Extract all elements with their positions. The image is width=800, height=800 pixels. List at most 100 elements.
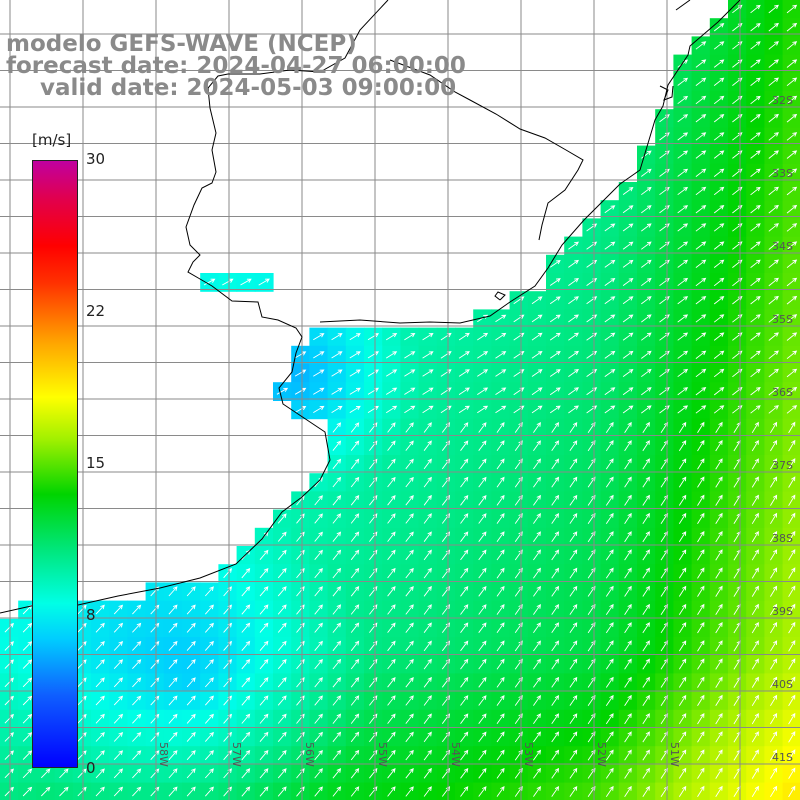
wind-arrow — [568, 350, 579, 359]
wind-arrow — [624, 658, 632, 670]
wind-arrow — [568, 278, 579, 286]
wind-arrow — [496, 476, 505, 488]
wind-arrow — [533, 658, 541, 670]
wind-arrow — [113, 659, 124, 670]
wind-arrow — [715, 567, 723, 579]
wind-arrow — [677, 132, 689, 141]
wind-arrow — [495, 387, 507, 395]
wind-arrow — [22, 768, 33, 779]
wind-arrow — [624, 549, 632, 561]
wind-arrow — [770, 531, 778, 543]
wind-arrow — [788, 421, 796, 434]
wind-arrow — [460, 622, 469, 633]
wind-arrow — [549, 259, 561, 268]
wind-arrow — [241, 768, 251, 779]
wind-arrow — [697, 567, 705, 579]
wind-arrow — [533, 786, 541, 797]
wind-arrow — [768, 295, 779, 305]
wind-arrow — [715, 549, 723, 561]
wind-arrow — [350, 586, 360, 597]
wind-arrow — [460, 695, 469, 706]
wind-arrow — [113, 695, 124, 706]
wind-arrow — [678, 549, 687, 561]
wind-arrow — [642, 785, 650, 797]
wind-arrow — [677, 241, 689, 250]
wind-arrow — [259, 731, 269, 742]
wind-arrow — [786, 59, 798, 68]
wind-arrow — [768, 77, 779, 87]
wind-arrow — [751, 549, 759, 561]
colorbar — [32, 160, 78, 768]
wind-arrow — [460, 440, 469, 451]
wind-arrow — [713, 241, 725, 250]
wind-arrow — [460, 513, 469, 524]
wind-arrow — [478, 567, 487, 579]
wind-arrow — [695, 114, 707, 123]
wind-arrow — [460, 422, 469, 433]
wind-arrow — [477, 369, 489, 377]
wind-arrow — [22, 713, 33, 724]
wind-arrow — [387, 677, 396, 688]
wind-arrow — [422, 387, 434, 395]
wind-arrow — [369, 586, 378, 597]
wind-arrow — [422, 405, 434, 414]
wind-arrow — [788, 530, 796, 543]
wind-arrow — [367, 369, 380, 377]
wind-arrow — [404, 351, 416, 359]
wind-arrow — [533, 622, 541, 634]
wind-arrow — [168, 622, 178, 633]
wind-arrow — [277, 713, 287, 724]
wind-arrow — [132, 695, 142, 706]
wind-arrow — [186, 677, 196, 688]
wind-arrow — [678, 440, 687, 452]
wind-arrow — [349, 333, 361, 341]
wind-arrow — [604, 223, 616, 232]
wind-arrow — [314, 567, 323, 579]
title-forecast-date: forecast date: 2024-04-27 06:00:00 — [6, 53, 466, 79]
wind-arrow — [695, 277, 707, 287]
wind-arrow — [551, 513, 560, 524]
wind-arrow — [294, 387, 307, 395]
wind-arrow — [770, 585, 778, 597]
wind-arrow — [750, 59, 761, 68]
latitude-label: 34S — [772, 240, 793, 253]
wind-arrow — [186, 586, 196, 597]
wind-arrow — [496, 658, 505, 670]
wind-arrow — [496, 640, 505, 652]
wind-arrow — [186, 750, 196, 761]
wind-arrow — [624, 585, 632, 597]
wind-arrow — [405, 495, 414, 506]
wind-arrow — [423, 531, 432, 542]
wind-arrow — [423, 786, 432, 797]
wind-arrow — [113, 713, 124, 724]
wind-arrow — [695, 59, 707, 68]
wind-arrow — [496, 531, 505, 543]
wind-arrow — [786, 204, 798, 214]
wind-arrow — [605, 622, 614, 634]
wind-arrow — [641, 205, 652, 214]
wind-arrow — [605, 640, 614, 652]
wind-arrow — [277, 768, 287, 779]
wind-arrow — [549, 296, 561, 305]
wind-arrow — [387, 713, 396, 724]
wind-arrow — [259, 768, 269, 779]
wind-arrow — [768, 4, 779, 14]
wind-arrow — [387, 586, 396, 597]
wind-arrow — [405, 695, 414, 706]
wind-arrow — [569, 604, 578, 615]
wind-arrow — [369, 531, 378, 542]
wind-arrow — [605, 512, 614, 524]
wind-arrow — [770, 440, 778, 452]
wind-arrow — [622, 241, 634, 250]
wind-arrow — [551, 767, 560, 779]
wind-arrow — [624, 512, 632, 524]
wind-arrow — [331, 369, 343, 377]
wind-arrow — [405, 567, 414, 579]
wind-arrow — [350, 531, 360, 542]
wind-arrow — [405, 768, 414, 779]
wind-arrow — [460, 549, 469, 561]
wind-arrow — [332, 640, 342, 652]
wind-arrow — [405, 586, 414, 597]
wind-arrow — [113, 677, 124, 688]
wind-arrow — [277, 622, 287, 633]
